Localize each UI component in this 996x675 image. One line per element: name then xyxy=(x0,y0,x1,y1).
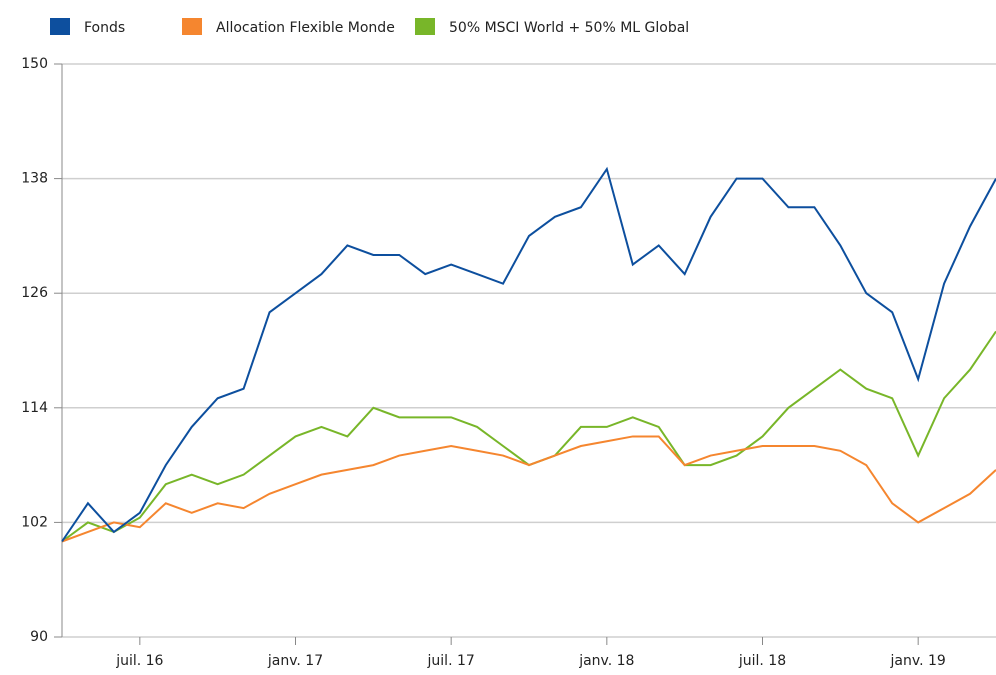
legend-swatch xyxy=(415,18,435,35)
y-tick-label: 138 xyxy=(21,171,48,187)
legend-label: Fonds xyxy=(84,20,125,36)
x-tick-label: janv. 19 xyxy=(890,653,946,669)
legend-swatch xyxy=(182,18,202,35)
y-tick-label: 150 xyxy=(21,56,48,72)
legend: Fonds Allocation Flexible Monde 50% MSCI W… xyxy=(50,18,689,36)
x-tick-label: juil. 16 xyxy=(115,653,163,669)
legend-swatch xyxy=(50,18,70,35)
legend-label: Allocation Flexible Monde xyxy=(216,20,395,36)
y-tick-label: 90 xyxy=(30,629,48,645)
legend-label: 50% MSCI World + 50% ML Global xyxy=(449,20,689,36)
x-tick-label: janv. 18 xyxy=(578,653,634,669)
series-line xyxy=(61,166,996,543)
x-tick-label: janv. 17 xyxy=(267,653,323,669)
x-tick-label: juil. 18 xyxy=(738,653,786,669)
y-tick-label: 102 xyxy=(21,514,48,530)
x-tick-label: juil. 17 xyxy=(427,653,475,669)
y-tick-label: 114 xyxy=(21,400,48,416)
series-line xyxy=(61,435,996,543)
y-tick-label: 126 xyxy=(21,285,48,301)
